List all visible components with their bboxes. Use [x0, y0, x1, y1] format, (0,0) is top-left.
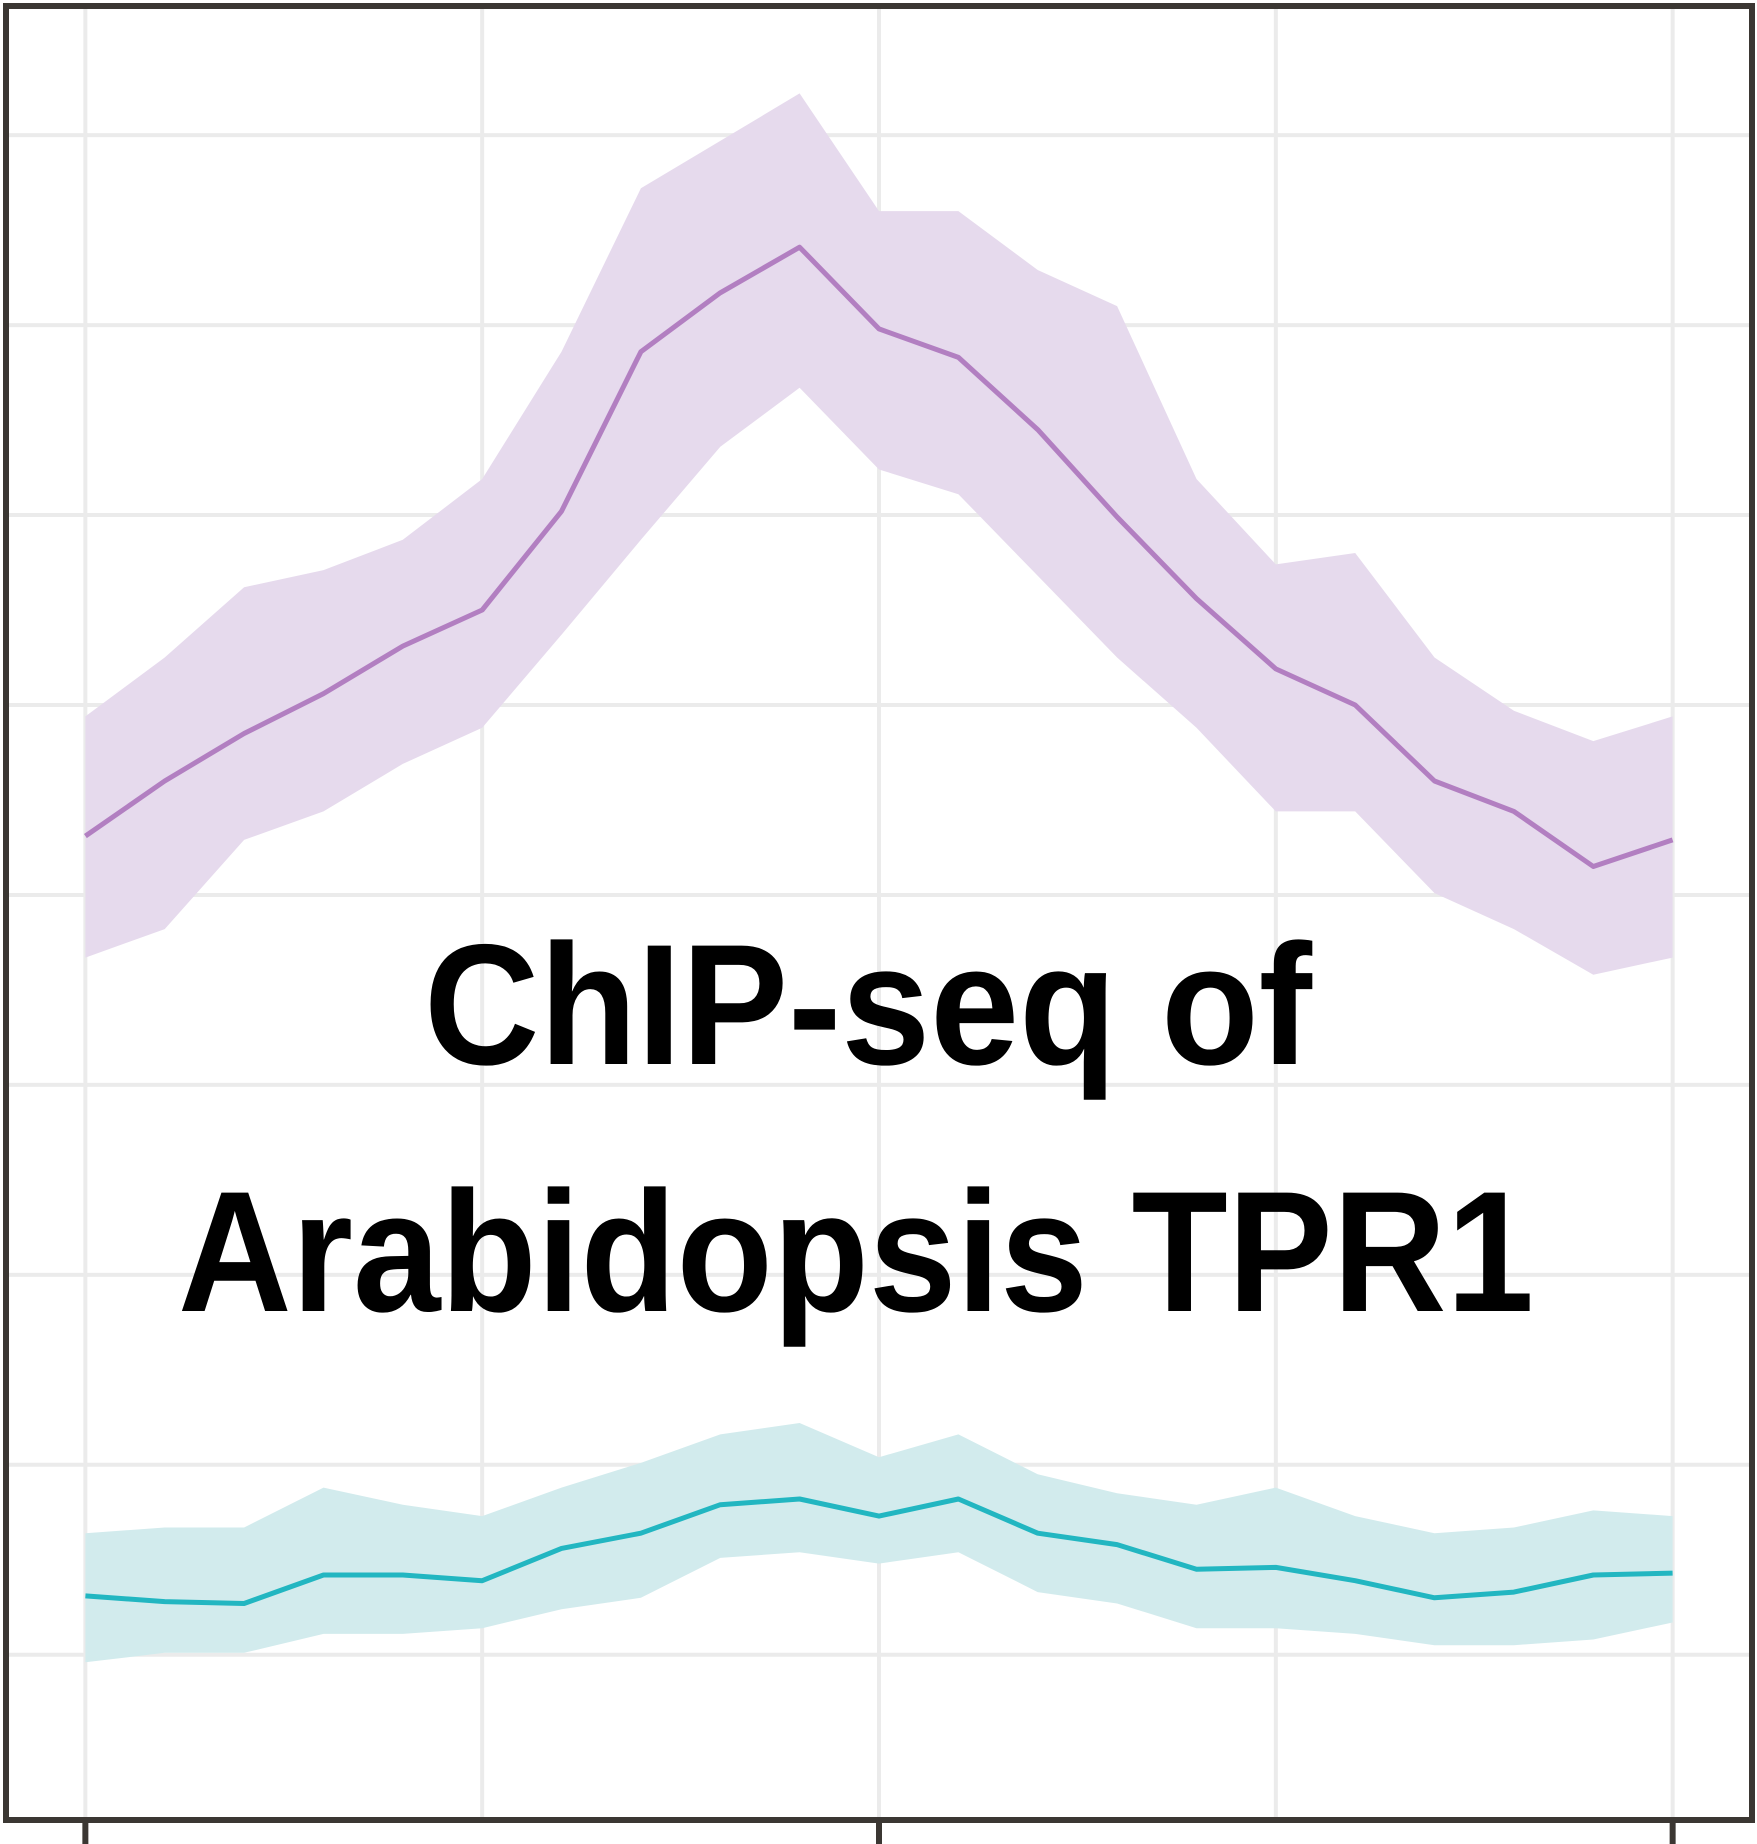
chart-title: Arabidopsis TPR1: [178, 1156, 1534, 1348]
confidence-band: [85, 1423, 1673, 1663]
bands: [85, 93, 1673, 1663]
line: [85, 1496, 1673, 1606]
chart-title: ChIP-seq of: [424, 909, 1313, 1101]
lines: [83, 244, 1674, 1606]
ticks: [82, 1820, 1676, 1844]
line: [83, 244, 1674, 869]
confidence-band: [85, 93, 1673, 975]
